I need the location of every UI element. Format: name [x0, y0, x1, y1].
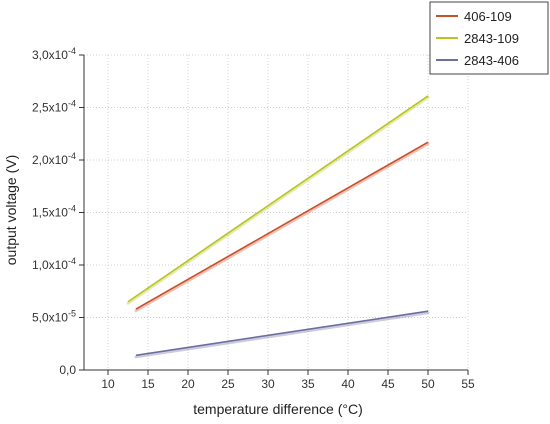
plot-area — [126, 95, 430, 359]
x-tick-label: 40 — [341, 377, 355, 391]
series-band — [134, 311, 430, 359]
legend-label: 406-109 — [464, 9, 512, 24]
x-tick-label: 20 — [181, 377, 195, 391]
y-tick-label: 0,0 — [59, 363, 76, 377]
legend-label: 2843-406 — [464, 53, 519, 68]
x-axis-title: temperature difference (°C) — [193, 401, 363, 417]
x-tick-label: 45 — [381, 377, 395, 391]
legend: 406-109 2843-109 2843-406 — [429, 1, 549, 75]
x-tick-label: 25 — [221, 377, 235, 391]
x-tick-label: 30 — [261, 377, 275, 391]
series-band — [126, 95, 430, 305]
series-line — [135, 310, 429, 357]
x-tick-label: 55 — [461, 377, 475, 391]
y-tick-label: 2,5x10-4 — [32, 99, 76, 115]
grid — [84, 54, 469, 371]
y-axis-title: output voltage (V) — [3, 155, 19, 266]
x-tick-label: 15 — [141, 377, 155, 391]
y-tick-label: 1,0x10-4 — [32, 256, 76, 272]
series-band — [134, 142, 430, 313]
y-tick-label: 2,0x10-4 — [32, 151, 76, 167]
series-line — [135, 141, 429, 310]
axes: 10 15 20 25 30 35 40 45 50 55 0,0 5,0x10-5 1,0x10-4 1… — [32, 46, 475, 391]
x-tick-label: 10 — [101, 377, 115, 391]
y-tick-label: 3,0x10-4 — [32, 46, 76, 62]
legend-label: 2843-109 — [464, 31, 519, 46]
series-line — [127, 95, 429, 303]
x-tick-label: 35 — [301, 377, 315, 391]
y-tick-label: 5,0x10-5 — [32, 309, 76, 325]
y-tick-label: 1,5x10-4 — [32, 204, 76, 220]
x-tick-label: 50 — [421, 377, 435, 391]
